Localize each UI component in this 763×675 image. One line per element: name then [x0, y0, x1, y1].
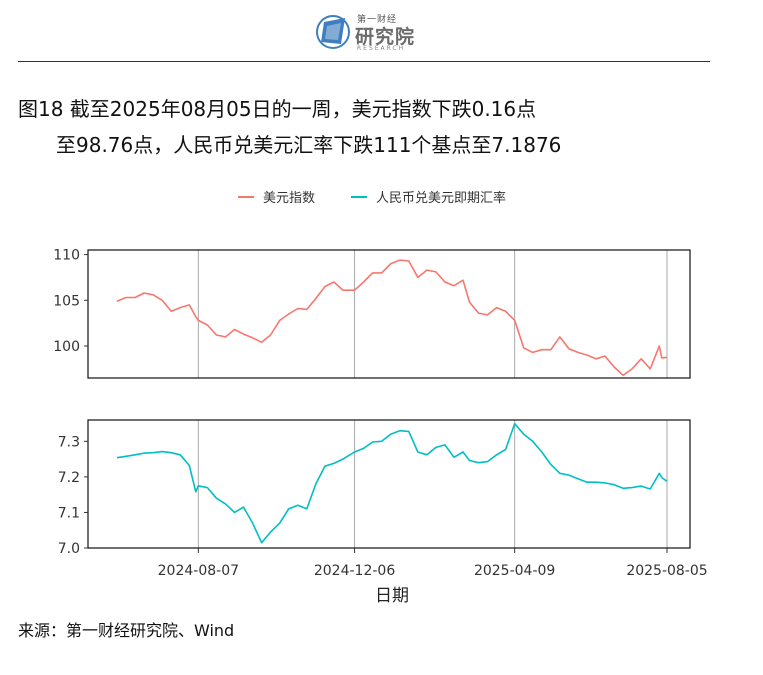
- x-axis: 2024-08-07 2024-12-06 2025-04-09 2025-08-05: [158, 548, 708, 579]
- panel-frame: [87, 249, 691, 379]
- chart-legend: 美元指数 人民币兑美元即期汇率: [238, 190, 506, 206]
- legend-label-usd: 美元指数: [263, 191, 315, 206]
- panel-cny-rate: 7.0 7.1 7.2 7.3: [58, 419, 691, 557]
- source-note: 来源：第一财经研究院、Wind: [18, 621, 235, 640]
- legend-label-cny: 人民币兑美元即期汇率: [376, 190, 506, 206]
- logo-emblem-icon: [316, 15, 350, 49]
- x-tick-label: 2024-08-07: [158, 563, 239, 579]
- y-tick-label: 7.3: [58, 434, 80, 450]
- panel-usd-index: 100 105 110: [53, 248, 691, 379]
- y-tick-label: 100: [53, 339, 80, 355]
- y-tick-label: 105: [53, 293, 80, 309]
- logo-text-main: 研究院: [355, 26, 416, 48]
- y-tick-label: 7.0: [58, 541, 80, 557]
- header-divider: [18, 61, 710, 62]
- panel-frame: [87, 419, 691, 549]
- y-tick-label: 7.2: [58, 470, 80, 486]
- figure-title-line2: 至98.76点，人民币兑美元汇率下跌111个基点至7.1876: [56, 133, 562, 157]
- x-axis-label: 日期: [375, 586, 409, 606]
- x-tick-label: 2025-08-05: [626, 563, 707, 579]
- logo: 第一财经 研究院 RESEARCH: [315, 10, 425, 56]
- x-tick-label: 2025-04-09: [474, 563, 555, 579]
- series-line-cny: [116, 422, 668, 544]
- figure-title-line1: 图18 截至2025年08月05日的一周，美元指数下跌0.16点: [18, 97, 537, 121]
- y-tick-label: 110: [53, 248, 80, 264]
- logo-text-top: 第一财经: [357, 15, 398, 25]
- series-line-usd: [116, 259, 668, 377]
- logo-text-sub: RESEARCH: [357, 45, 406, 52]
- chart: 美元指数 人民币兑美元即期汇率 100 105 110 7.0 7.1 7.2 7.3 2…: [53, 190, 708, 606]
- y-tick-label: 7.1: [58, 505, 80, 521]
- x-tick-label: 2024-12-06: [314, 563, 395, 579]
